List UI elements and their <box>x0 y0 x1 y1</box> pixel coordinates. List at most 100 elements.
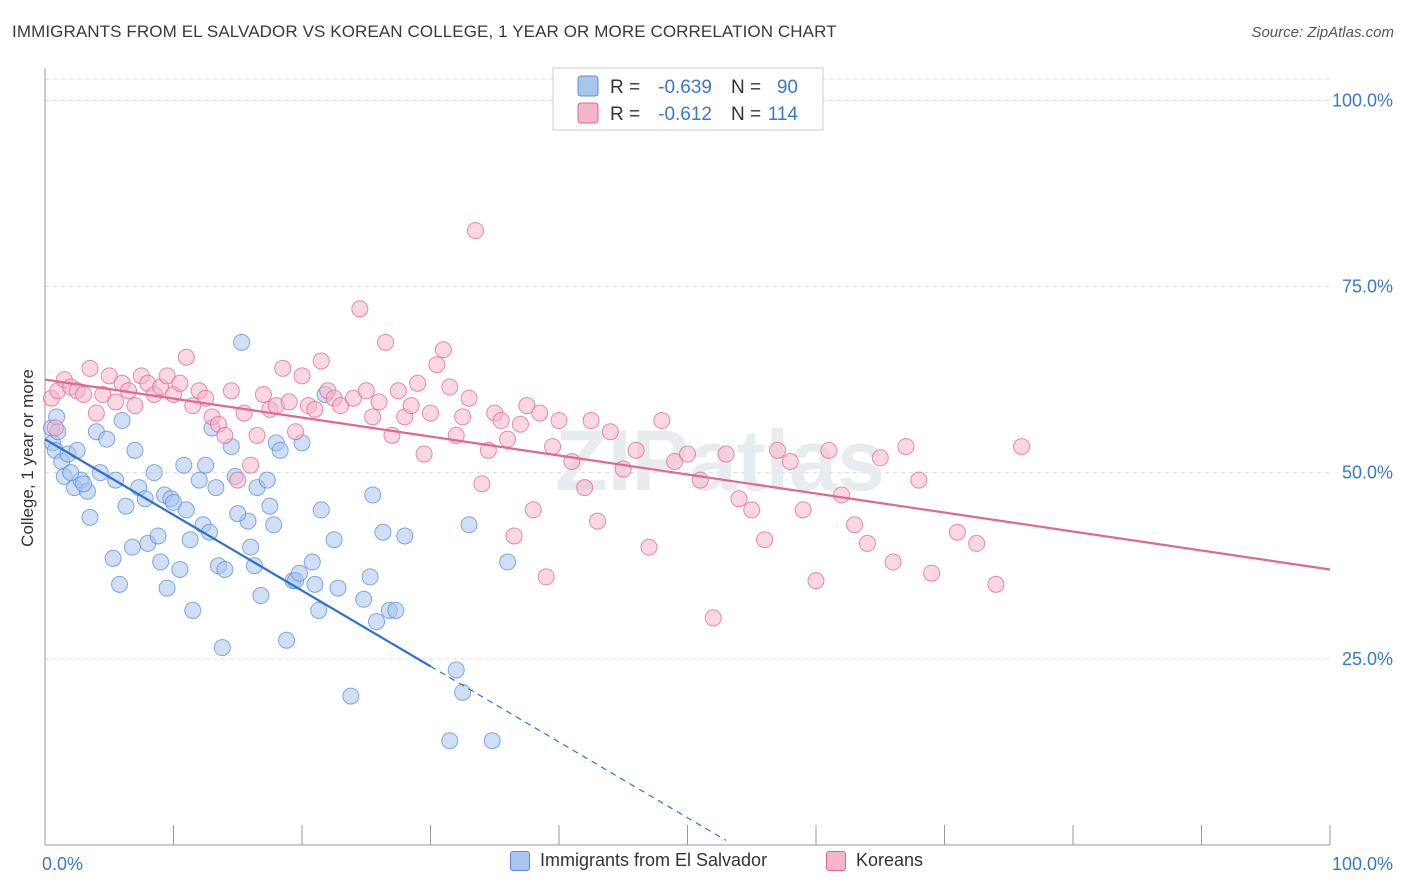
points-layer <box>42 222 1031 750</box>
data-point <box>177 501 195 519</box>
data-point <box>524 501 542 519</box>
data-point <box>342 687 360 705</box>
data-point <box>550 412 568 430</box>
data-point <box>329 579 347 597</box>
data-point <box>441 732 459 750</box>
data-point <box>171 560 189 578</box>
data-point <box>233 333 251 351</box>
data-point <box>117 497 135 515</box>
data-point <box>704 609 722 627</box>
data-point <box>258 471 276 489</box>
data-point <box>377 333 395 351</box>
x-tick-label: 100.0% <box>1332 854 1393 874</box>
data-point <box>344 389 362 407</box>
data-point <box>290 564 308 582</box>
data-point <box>364 408 382 426</box>
legend-n-label: N = <box>731 104 761 125</box>
data-point <box>271 441 289 459</box>
data-point <box>252 587 270 605</box>
data-point <box>158 367 176 385</box>
data-point <box>216 426 234 444</box>
data-point <box>454 408 472 426</box>
data-point <box>434 341 452 359</box>
data-point <box>364 486 382 504</box>
data-point <box>505 527 523 545</box>
data-point <box>181 531 199 549</box>
y-tick-label: 50.0% <box>1342 463 1393 483</box>
series-el-salvador <box>42 333 517 750</box>
data-point <box>499 553 517 571</box>
data-point <box>213 639 231 657</box>
data-point <box>409 374 427 392</box>
data-point <box>447 661 465 679</box>
data-point <box>216 560 234 578</box>
legend-r-label: R = <box>610 104 640 125</box>
data-point <box>229 505 247 523</box>
data-point <box>582 412 600 430</box>
data-point <box>75 385 93 403</box>
data-point <box>306 575 324 593</box>
y-tick-label: 25.0% <box>1342 649 1393 669</box>
data-point <box>75 475 93 493</box>
data-point <box>111 575 129 593</box>
data-point <box>422 404 439 422</box>
data-point <box>287 423 305 441</box>
x-tick-labels: 0.0% 100.0% <box>42 854 1393 874</box>
data-point <box>858 534 876 552</box>
data-point <box>460 389 478 407</box>
data-point <box>123 538 141 556</box>
data-point <box>184 601 202 619</box>
data-point <box>756 531 774 549</box>
data-point <box>177 348 195 366</box>
legend-r-value: -0.639 <box>658 77 712 98</box>
data-point <box>312 352 330 370</box>
data-point <box>897 438 915 456</box>
data-point <box>415 445 433 463</box>
legend-swatch <box>577 102 599 124</box>
data-point <box>245 557 263 575</box>
data-point <box>601 423 619 441</box>
data-point <box>428 356 446 374</box>
data-point <box>454 683 472 701</box>
chart-title: IMMIGRANTS FROM EL SALVADOR VS KOREAN CO… <box>12 22 837 41</box>
data-point <box>368 613 386 631</box>
legend-r-label: R = <box>610 77 640 98</box>
source-label: Source: ZipAtlas.com <box>1251 24 1394 41</box>
data-point <box>717 445 735 463</box>
data-point <box>62 464 80 482</box>
trend-extension-el-salvador <box>430 665 727 841</box>
data-point <box>104 549 122 567</box>
data-point <box>190 471 208 489</box>
data-point <box>666 453 684 470</box>
data-point <box>100 367 118 385</box>
data-point <box>81 508 99 526</box>
data-point <box>310 601 328 619</box>
data-point <box>910 471 928 489</box>
legend-label-el-salvador: Immigrants from El Salvador <box>540 850 768 870</box>
data-point <box>466 222 484 240</box>
axis-layer <box>44 68 1331 846</box>
data-point <box>743 501 761 519</box>
legend-swatch <box>577 75 599 97</box>
data-point <box>207 479 225 497</box>
legend-label-koreans: Koreans <box>856 850 924 870</box>
legend-item-el-salvador[interactable]: Immigrants from El Salvador <box>510 850 767 871</box>
data-point <box>511 415 529 433</box>
data-point <box>242 538 260 556</box>
y-axis-label: College, 1 year or more <box>18 369 37 547</box>
y-tick-labels: 25.0% 50.0% 75.0% 100.0% <box>1332 90 1393 668</box>
data-point <box>361 568 379 586</box>
legend-swatch-el-salvador <box>510 850 530 871</box>
data-point <box>175 456 193 474</box>
data-point <box>158 579 176 597</box>
data-point <box>312 501 330 519</box>
data-point <box>807 572 825 590</box>
data-point <box>820 441 838 459</box>
data-point <box>197 456 215 474</box>
data-point <box>265 516 283 534</box>
data-point <box>357 382 375 400</box>
legend-item-koreans[interactable]: Koreans <box>826 850 923 871</box>
data-point <box>165 493 182 511</box>
data-point <box>396 527 414 545</box>
legend-r-value: -0.612 <box>658 104 712 125</box>
